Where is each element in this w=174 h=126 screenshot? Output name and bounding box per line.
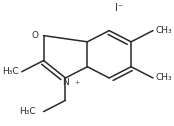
Text: H₃C: H₃C [2, 67, 19, 76]
Text: N: N [62, 78, 69, 87]
Text: H₃C: H₃C [19, 107, 36, 116]
Text: I⁻: I⁻ [115, 3, 122, 13]
Text: CH₃: CH₃ [155, 26, 172, 35]
Text: O: O [31, 31, 38, 40]
Text: CH₃: CH₃ [155, 73, 172, 82]
Text: +: + [74, 80, 79, 85]
